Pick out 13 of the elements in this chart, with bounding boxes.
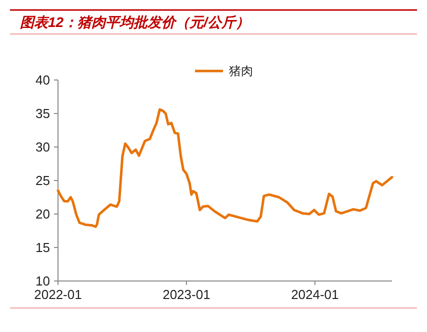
y-tick-label: 10	[36, 274, 50, 289]
y-tick-label: 40	[36, 72, 50, 88]
x-tick-label: 2022-01	[34, 287, 82, 302]
y-tick-label: 20	[36, 206, 50, 222]
line-series	[56, 108, 394, 228]
y-tick-label: 25	[36, 173, 50, 188]
y-tick-label: 35	[36, 106, 50, 122]
x-tick-label: 2023-01	[162, 287, 210, 302]
chart-title: 图表12：猪肉平均批发价（元/公斤）	[20, 14, 250, 30]
y-tick-label: 15	[36, 240, 50, 256]
x-tick-label: 2024-01	[291, 287, 339, 302]
y-tick-label: 30	[36, 140, 50, 155]
legend-label: 猪肉	[229, 64, 253, 78]
